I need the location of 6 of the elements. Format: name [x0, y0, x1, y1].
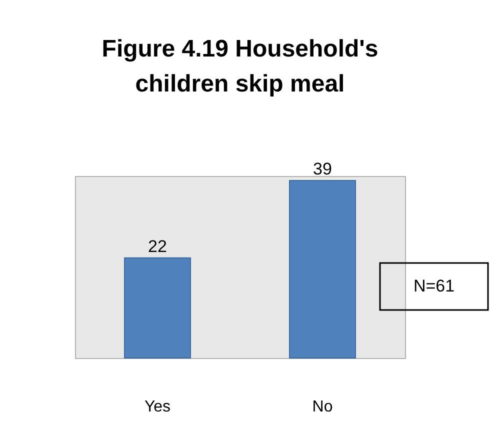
text: N=61 — [413, 276, 455, 296]
x-tick-label: Yes — [144, 398, 171, 416]
data-label: 22 — [148, 236, 167, 256]
chart-title: Figure 4.19 Household's children skip meal — [102, 36, 378, 98]
x-tick-label: No — [312, 398, 333, 416]
data-label: 39 — [313, 160, 332, 179]
